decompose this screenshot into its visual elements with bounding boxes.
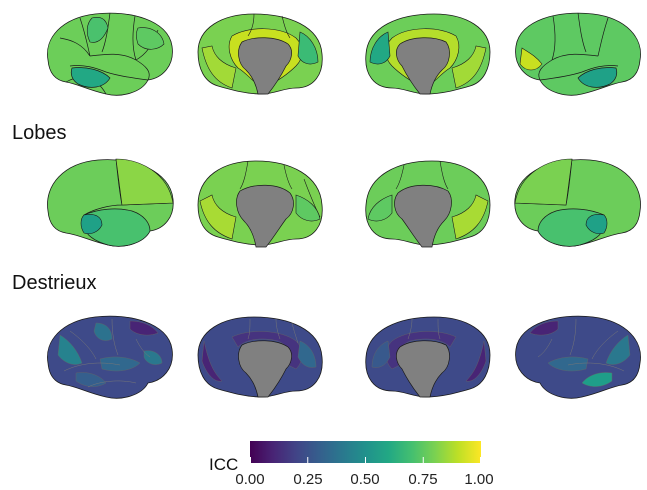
brain-medial-right [365, 13, 491, 95]
region-temporal [537, 208, 605, 247]
medial-wall [396, 340, 450, 398]
row-lobes [0, 150, 647, 260]
region-boundaries [247, 318, 299, 344]
brain-lateral-right [515, 315, 641, 399]
region-medial-frontal [201, 45, 237, 89]
region-medial-frontal [199, 194, 237, 240]
region-parcel [581, 372, 613, 387]
region-parietal [136, 27, 165, 50]
brain-lateral-left [47, 12, 173, 96]
brain-lateral-right [515, 12, 641, 96]
medial-wall [238, 340, 292, 398]
region-parcel [385, 331, 457, 370]
medial-wall [238, 37, 292, 95]
region-occipital [297, 31, 319, 65]
region-temporal [70, 67, 111, 88]
brain-medial-left [197, 13, 323, 95]
section-title-destrieux: Destrieux [12, 272, 97, 294]
region-boundaries [407, 318, 441, 340]
region-occipital [367, 194, 393, 222]
region-parcel [143, 350, 163, 365]
medial-wall [236, 184, 294, 248]
region-parcel [371, 340, 391, 368]
region-occipital [295, 194, 321, 222]
colorbar [250, 441, 481, 463]
region-parcel [605, 334, 631, 365]
colorbar-tick-label: 0.00 [235, 471, 265, 488]
region-frontal [86, 17, 109, 43]
region-medial-frontal [451, 45, 487, 89]
region-parcel [93, 322, 113, 341]
region-parcel [99, 356, 141, 372]
region-parcel [57, 334, 83, 365]
region-temporal [83, 208, 151, 247]
legend-title: ICC [209, 455, 239, 474]
region-boundaries [538, 12, 619, 81]
brain-medial-right [365, 160, 491, 248]
colorbar-tick-label: 0.50 [350, 471, 380, 488]
colorbar-tick-label: 0.25 [293, 471, 323, 488]
medial-wall [394, 184, 452, 248]
region-occipital [519, 47, 543, 71]
region-parcel [547, 356, 589, 372]
region-temporal [577, 67, 618, 88]
region-boundaries [247, 13, 291, 39]
row-destrieux [0, 305, 647, 410]
region-boundaries [537, 318, 625, 372]
region-parcel [129, 320, 159, 336]
region-parcel [529, 320, 559, 336]
brain-lateral-right [514, 158, 641, 247]
medial-wall [396, 37, 450, 95]
region-parcel [297, 340, 317, 368]
row-dk [0, 0, 647, 110]
region-boundaries [63, 318, 151, 388]
region-medial-frontal [451, 194, 489, 240]
region-parietal [514, 158, 573, 206]
region-occipital [369, 31, 391, 65]
section-title-lobes: Lobes [12, 122, 67, 144]
brain-medial-left [197, 160, 323, 248]
region-boundaries [395, 160, 449, 190]
region-insula [585, 214, 608, 235]
brain-medial-left [197, 316, 323, 398]
colorbar-tick-label: 1.00 [464, 471, 494, 488]
brain-lateral-left [47, 158, 174, 247]
colorbar-tick-label: 0.75 [408, 471, 438, 488]
region-parcel [465, 340, 487, 382]
region-parietal [115, 158, 174, 206]
brain-medial-right [365, 316, 491, 398]
brain-lateral-left [47, 315, 173, 399]
region-parcel [231, 331, 303, 370]
region-insula [80, 214, 103, 235]
region-parcel [201, 340, 223, 382]
